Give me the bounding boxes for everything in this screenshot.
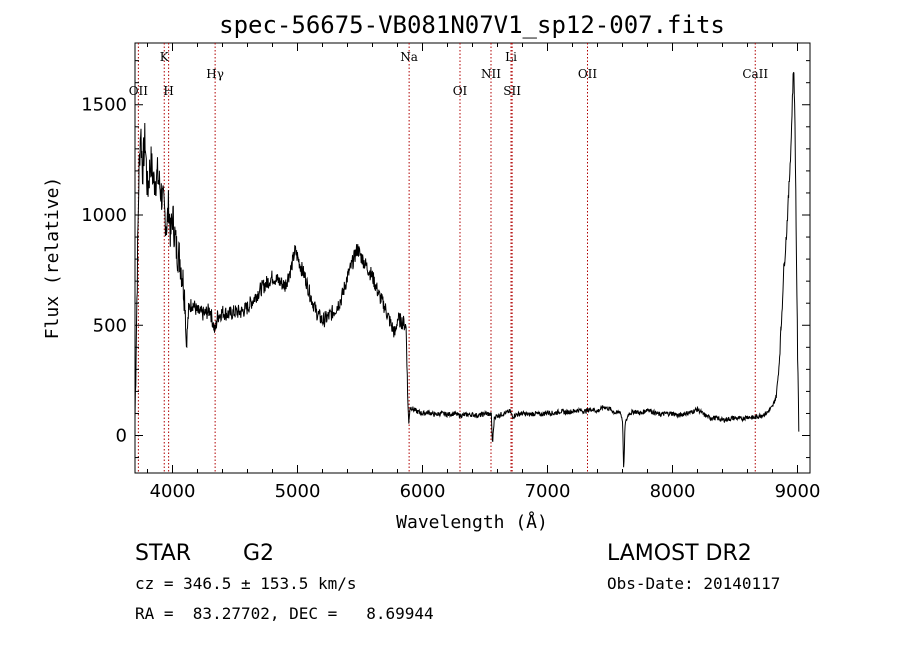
x-tick-label: 6000 — [400, 481, 446, 502]
x-tick-label: 7000 — [525, 481, 571, 502]
x-tick-label: 8000 — [650, 481, 696, 502]
spectral-line-markers: OII K H Hγ Na OI NII Li SII OII CaII — [129, 43, 768, 473]
spectral-line-label: Hγ — [206, 67, 224, 81]
spectral-line-label: OI — [453, 84, 468, 98]
x-tick-label: 4000 — [150, 481, 196, 502]
spectral-line-label: H — [163, 84, 173, 98]
x-axis-label: Wavelength (Å) — [396, 511, 548, 533]
velocity-readout: cz = 346.5 ± 153.5 km/s — [135, 574, 357, 593]
y-tick-label: 500 — [93, 315, 127, 336]
spectrum-line — [134, 71, 800, 468]
spectral-line-label: NII — [481, 67, 501, 81]
spectral-line-label: SII — [503, 84, 521, 98]
spectrum-series — [134, 71, 800, 468]
x-tick-label: 5000 — [275, 481, 321, 502]
spectral-line-label: CaII — [742, 67, 768, 81]
spectral-line-label: K — [160, 50, 170, 64]
survey-name: LAMOST DR2 — [607, 541, 752, 566]
object-class: STAR — [135, 541, 191, 566]
axis-ticks: 4000 5000 6000 7000 8000 9000 0 500 1000 1500 — [81, 43, 820, 502]
x-tick-label: 9000 — [775, 481, 821, 502]
y-tick-label: 0 — [116, 426, 127, 447]
object-subclass: G2 — [243, 541, 274, 566]
y-axis-label: Flux (relative) — [42, 177, 63, 340]
spectral-line-label: OII — [129, 84, 149, 98]
chart-title: spec-56675-VB081N07V1_sp12-007.fits — [219, 11, 725, 39]
y-tick-label: 1500 — [81, 95, 127, 116]
spectral-line-label: OII — [578, 67, 598, 81]
spectral-line-label: Li — [505, 50, 517, 64]
spectral-line-label: Na — [400, 50, 418, 64]
coordinates-readout: RA = 83.27702, DEC = 8.69944 — [135, 604, 434, 623]
y-tick-label: 1000 — [81, 205, 127, 226]
plot-frame — [134, 42, 811, 474]
obs-date: Obs-Date: 20140117 — [607, 574, 780, 593]
